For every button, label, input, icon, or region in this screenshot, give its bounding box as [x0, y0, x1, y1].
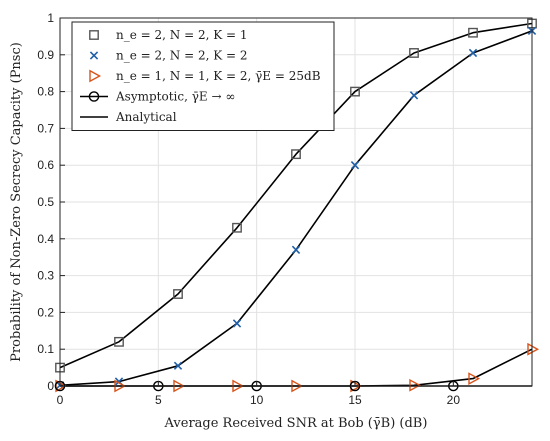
y-tick-label: 0.1 [37, 342, 54, 356]
legend-marker [88, 91, 100, 102]
ticks: 0 5 10 15 20 0 0.1 0.2 0.3 0.4 0.5 0.6 0.7 0.8 0.9 1 [37, 11, 460, 407]
data-point [409, 48, 419, 58]
legend-entry: Analytical [80, 110, 177, 124]
y-tick-label: 0.4 [37, 232, 54, 246]
y-tick-label: 0.2 [37, 305, 54, 319]
data-point [468, 372, 481, 386]
y-tick-label: 0.3 [37, 269, 54, 283]
data-point [232, 319, 242, 328]
legend-label: n_e = 2, N = 2, K = 2 [116, 49, 248, 63]
x-tick-label: 5 [155, 393, 162, 407]
legend: n_e = 2, N = 2, K = 1 n_e = 2, N = 2, K =… [71, 21, 335, 131]
data-point [409, 378, 422, 392]
data-point [350, 86, 360, 97]
x-tick-label: 0 [57, 393, 64, 407]
legend-entry: n_e = 2, N = 2, K = 2 [89, 49, 248, 63]
data-point [350, 161, 360, 170]
series-2 [55, 342, 540, 393]
legend-box [71, 21, 335, 131]
data-point [409, 91, 419, 100]
legend-marker [89, 30, 99, 40]
y-tick-label: 0.7 [37, 121, 54, 135]
data-point [173, 289, 183, 299]
legend-label: n_e = 2, N = 2, K = 1 [116, 28, 248, 42]
data-point [291, 149, 301, 160]
data-point [232, 222, 242, 233]
series-0 [55, 18, 537, 373]
data-point [173, 361, 183, 370]
x-tick-label: 15 [348, 393, 362, 407]
data-markers [54, 18, 540, 393]
y-tick-label: 1 [47, 11, 54, 25]
data-point [468, 48, 478, 58]
y-tick-label: 0.9 [37, 48, 54, 62]
y-axis-label: Probability of Non-Zero Secrecy Capacity… [9, 42, 24, 362]
legend-label: Analytical [115, 110, 177, 124]
data-point [291, 245, 301, 255]
x-axis-label: Average Received SNR at Bob (γ̄B) (dB) [164, 416, 428, 431]
legend-entry: Asymptotic, γ̄E → ∞ [80, 90, 235, 104]
legend-label: Asymptotic, γ̄E → ∞ [115, 90, 235, 104]
legend-marker [89, 51, 99, 60]
legend-marker [89, 69, 102, 83]
legend-label: n_e = 1, N = 1, K = 2, γ̄E = 25dB [116, 69, 321, 83]
data-point [468, 27, 478, 38]
y-tick-label: 0.5 [37, 195, 54, 209]
y-tick-label: 0 [47, 379, 54, 393]
x-tick-label: 20 [447, 393, 461, 407]
data-point [527, 342, 540, 356]
analytical-curve-k1 [59, 22, 533, 369]
legend-entry: n_e = 1, N = 1, K = 2, γ̄E = 25dB [89, 69, 321, 83]
y-tick-label: 0.6 [37, 158, 54, 172]
data-point [114, 336, 124, 347]
x-tick-label: 10 [250, 393, 264, 407]
y-tick-label: 0.8 [37, 85, 54, 99]
legend-entry: n_e = 2, N = 2, K = 1 [89, 28, 248, 42]
